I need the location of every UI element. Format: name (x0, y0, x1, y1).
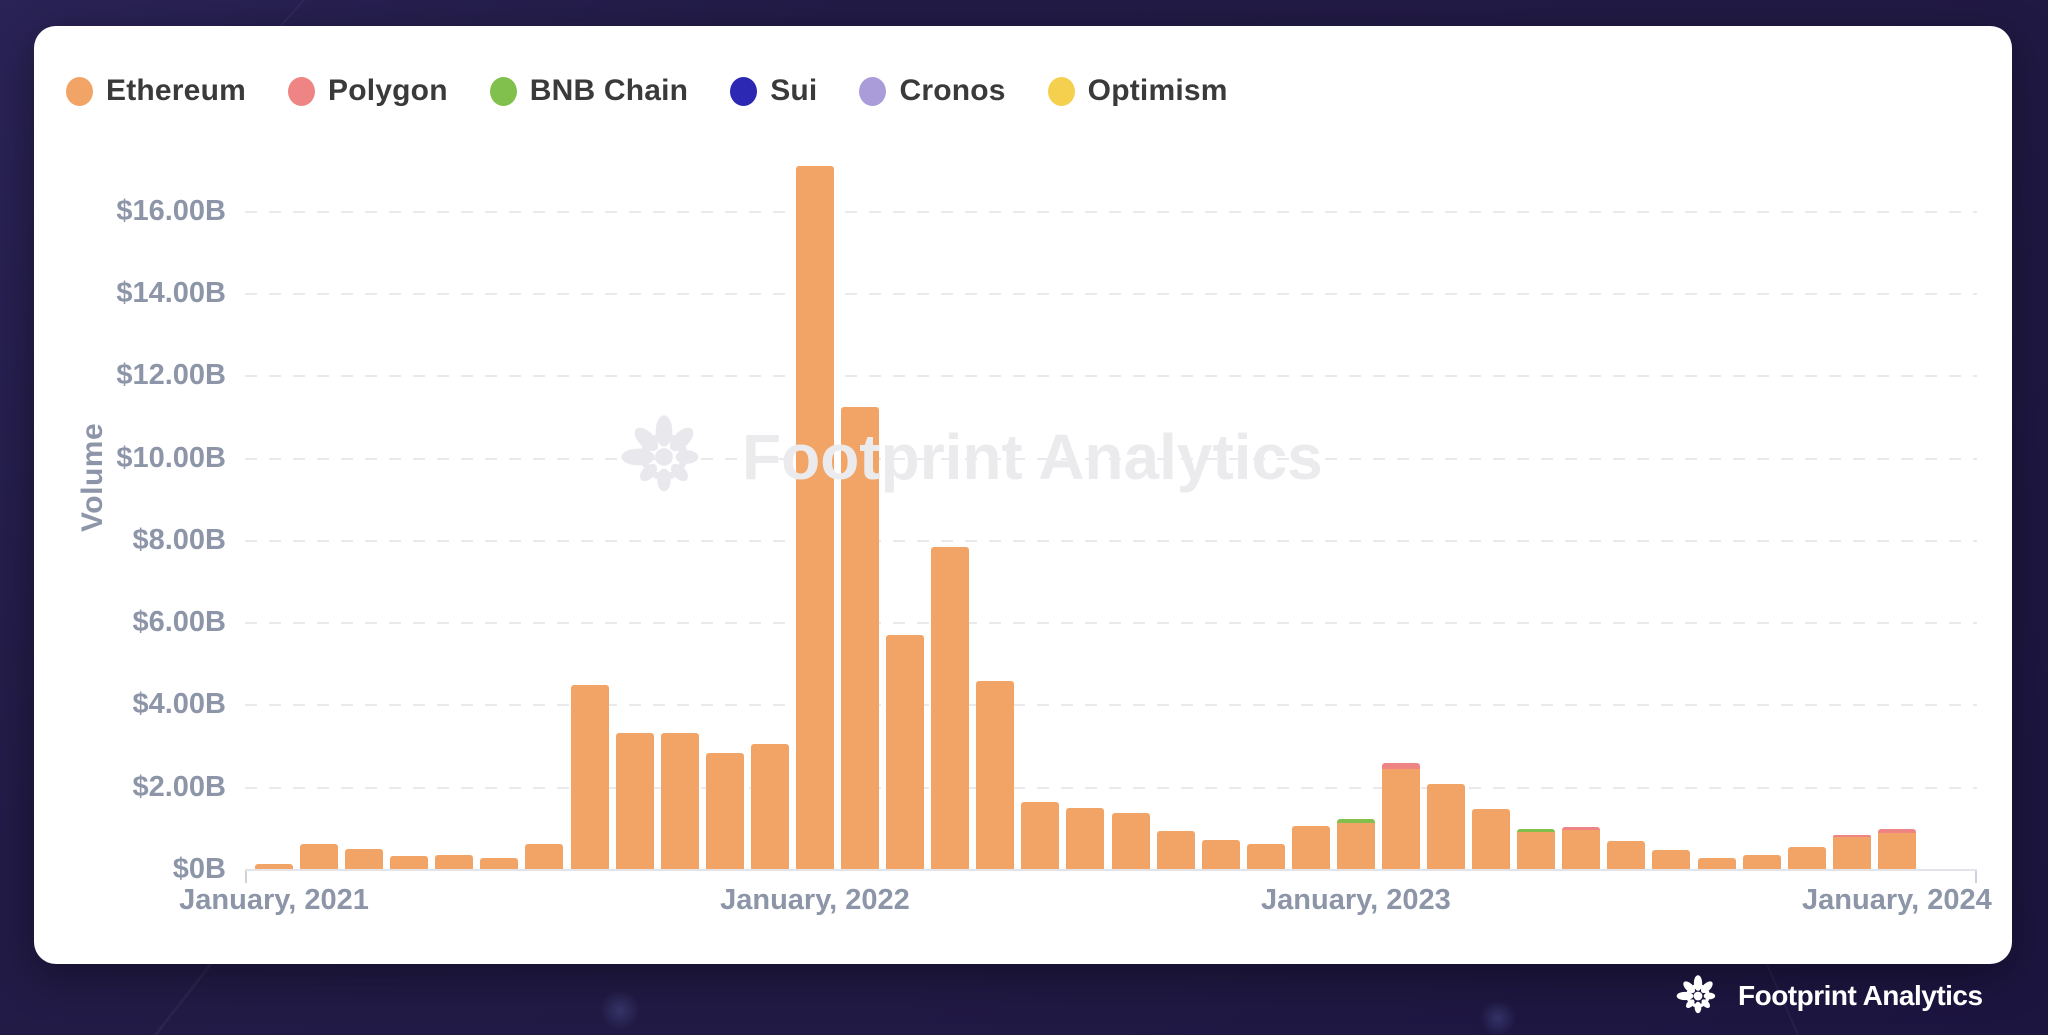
bar-segment-ethereum-2021-09[interactable] (615, 733, 654, 870)
legend-item-optimism[interactable]: Optimism (1047, 74, 1228, 108)
bar-segment-ethereum-2022-05[interactable] (976, 680, 1015, 870)
bar-segment-bnb-chain-2023-05[interactable] (1517, 828, 1556, 833)
gridline-$16.00B (245, 210, 1977, 213)
gridline-$14.00B (245, 292, 1977, 295)
bar-segment-ethereum-2021-02[interactable] (300, 844, 339, 870)
x-axis-line (245, 869, 1977, 871)
gridline-$4.00B (245, 704, 1977, 707)
bar-segment-ethereum-2022-02[interactable] (841, 407, 880, 870)
bar-segment-ethereum-2021-04[interactable] (390, 855, 429, 870)
legend-item-polygon[interactable]: Polygon (287, 74, 448, 108)
y-tick-label: $14.00B (116, 276, 226, 309)
bar-segment-ethereum-2021-11[interactable] (705, 752, 744, 870)
legend-item-bnb-chain[interactable]: BNB Chain (489, 74, 689, 108)
legend-dot-icon (489, 76, 517, 106)
bar-segment-ethereum-2022-01[interactable] (795, 166, 834, 870)
legend-label: BNB Chain (529, 74, 689, 107)
bar-segment-ethereum-2022-11[interactable] (1246, 843, 1285, 870)
legend-item-cronos[interactable]: Cronos (859, 74, 1005, 108)
y-tick-label: $6.00B (132, 606, 226, 639)
legend-dot-icon (66, 76, 93, 106)
bar-segment-ethereum-2023-05[interactable] (1517, 832, 1556, 870)
bar-segment-ethereum-2023-06[interactable] (1562, 829, 1601, 870)
footer-brand-text: Footprint Analytics (1738, 980, 1983, 1011)
gridline-$6.00B (245, 622, 1977, 625)
y-tick-label: $4.00B (132, 688, 226, 721)
bar-segment-ethereum-2023-07[interactable] (1607, 841, 1646, 870)
legend-dot-icon (730, 76, 758, 106)
gridline-$8.00B (245, 539, 1977, 542)
y-tick-label: $12.00B (116, 359, 226, 392)
bar-segment-ethereum-2023-12[interactable] (1832, 837, 1871, 870)
y-axis-title: Volume (76, 422, 109, 532)
legend-item-ethereum[interactable]: Ethereum (66, 74, 246, 108)
legend-dot-icon (859, 76, 887, 106)
y-tick-label: $10.00B (116, 441, 226, 474)
bar-segment-ethereum-2023-09[interactable] (1697, 857, 1736, 870)
bar-segment-ethereum-2021-03[interactable] (345, 849, 384, 870)
bar-segment-ethereum-2023-01[interactable] (1336, 822, 1375, 870)
bar-segment-ethereum-2023-08[interactable] (1652, 850, 1691, 870)
bar-segment-polygon-2023-06[interactable] (1562, 827, 1601, 830)
y-tick-label: $8.00B (132, 523, 226, 556)
y-tick-label: $16.00B (116, 194, 226, 227)
legend-dot-icon (287, 76, 315, 106)
chart-legend: Ethereum Polygon BNB Chain Sui Cronos Optimis… (66, 74, 1228, 108)
bar-segment-bnb-chain-2023-01[interactable] (1336, 818, 1375, 823)
bar-segment-polygon-2023-02[interactable] (1382, 763, 1420, 770)
legend-label: Cronos (899, 74, 1006, 107)
x-axis-boundary-tick (245, 871, 247, 883)
y-tick-label: $2.00B (132, 770, 226, 803)
bar-segment-ethereum-2023-11[interactable] (1787, 846, 1826, 870)
y-tick-label: $0B (172, 853, 226, 885)
bar-segment-ethereum-2023-03[interactable] (1427, 783, 1466, 870)
bar-segment-ethereum-2021-10[interactable] (660, 732, 699, 870)
bar-segment-ethereum-2021-05[interactable] (435, 855, 474, 870)
gridline-$12.00B (245, 375, 1977, 378)
legend-dot-icon (1047, 76, 1075, 106)
bar-segment-polygon-2023-12[interactable] (1832, 835, 1871, 838)
gridline-$2.00B (245, 786, 1977, 789)
bar-segment-ethereum-2021-08[interactable] (570, 684, 609, 870)
bar-segment-ethereum-2022-08[interactable] (1111, 813, 1150, 870)
bar-segment-ethereum-2022-10[interactable] (1201, 839, 1240, 870)
x-axis-boundary-tick (1975, 871, 1977, 883)
bar-segment-ethereum-2022-04[interactable] (931, 546, 970, 870)
bar-segment-ethereum-2023-10[interactable] (1742, 855, 1781, 870)
bar-segment-ethereum-2022-06[interactable] (1021, 802, 1060, 870)
bar-segment-ethereum-2022-03[interactable] (886, 635, 925, 870)
bar-segment-ethereum-2021-06[interactable] (480, 858, 519, 870)
bar-segment-ethereum-2021-07[interactable] (525, 844, 564, 870)
footer-brand: Footprint Analytics (1672, 970, 1983, 1022)
bar-segment-ethereum-2023-04[interactable] (1472, 809, 1511, 870)
x-tick-label: January, 2021 (179, 884, 369, 916)
bar-segment-ethereum-2023-02[interactable] (1382, 769, 1420, 870)
legend-item-sui[interactable]: Sui (730, 74, 817, 108)
bar-segment-ethereum-2022-09[interactable] (1156, 830, 1195, 870)
bar-segment-ethereum-2021-12[interactable] (750, 744, 789, 870)
bar-segment-ethereum-2022-12[interactable] (1291, 825, 1330, 870)
footprint-flower-icon (1676, 975, 1716, 1014)
legend-label: Ethereum (106, 74, 246, 107)
legend-label: Optimism (1087, 74, 1228, 107)
bar-segment-ethereum-2021-01[interactable] (255, 863, 293, 870)
legend-label: Sui (770, 74, 818, 107)
legend-label: Polygon (327, 74, 448, 107)
x-tick-label: January, 2023 (1261, 884, 1451, 916)
x-tick-label: January, 2022 (720, 884, 910, 916)
bar-segment-ethereum-2024-01[interactable] (1877, 832, 1916, 870)
gridline-$10.00B (245, 457, 1977, 460)
bar-segment-ethereum-2022-07[interactable] (1066, 808, 1105, 870)
bar-segment-polygon-2024-01[interactable] (1877, 828, 1916, 833)
x-tick-label: January, 2024 (1802, 884, 1992, 916)
